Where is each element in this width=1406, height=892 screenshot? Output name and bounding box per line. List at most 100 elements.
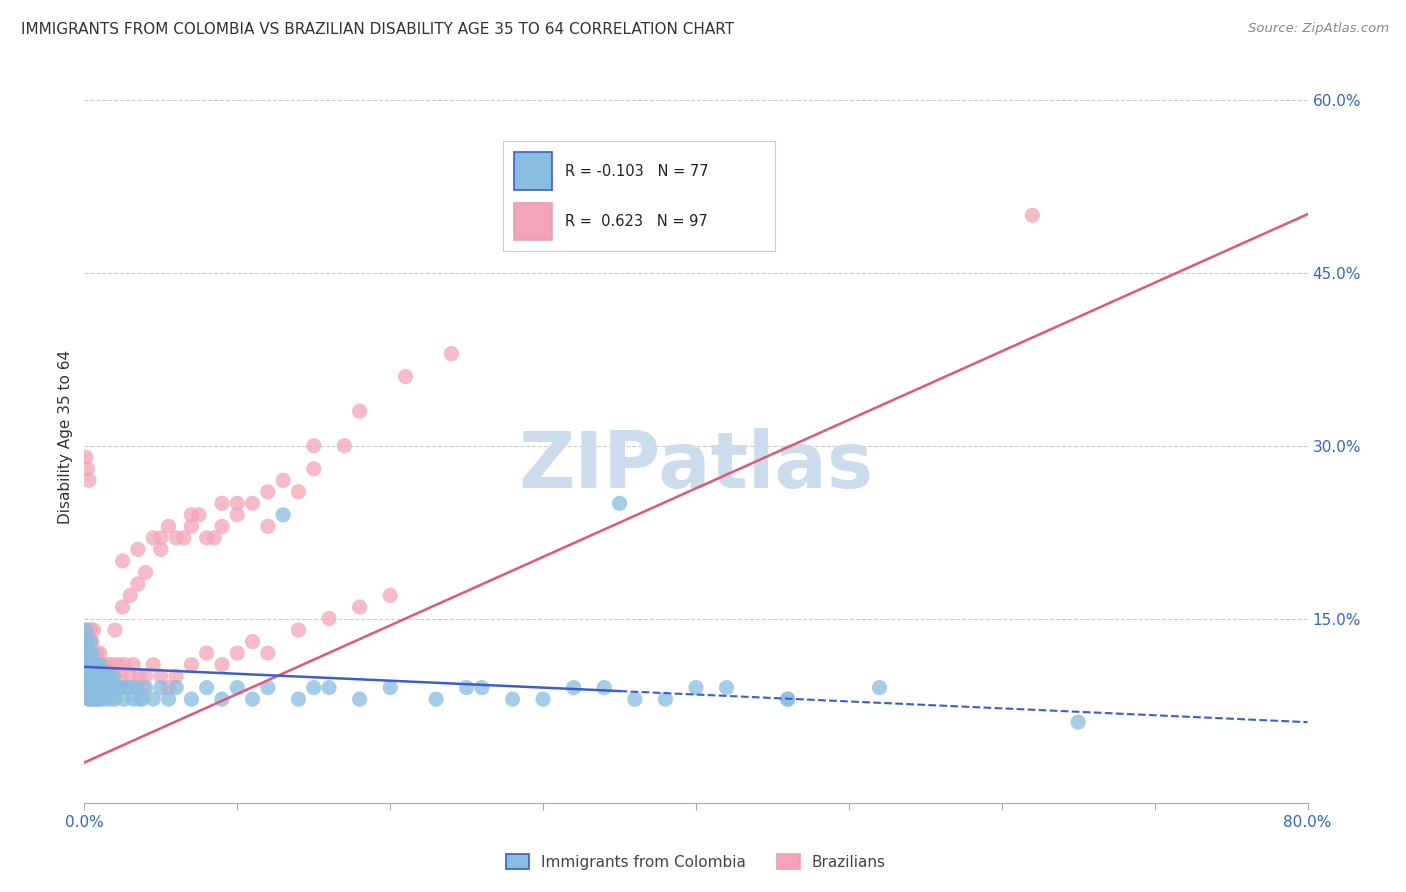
Point	[349, 404, 371, 418]
Point	[101, 681, 124, 695]
Point	[87, 669, 110, 683]
Point	[91, 657, 114, 672]
Point	[98, 692, 121, 706]
Point	[287, 484, 309, 499]
Point	[127, 542, 149, 557]
Point	[79, 623, 101, 637]
Point	[318, 681, 340, 695]
Point	[75, 450, 97, 465]
Point	[502, 692, 524, 706]
Point	[149, 669, 172, 683]
Point	[226, 508, 249, 522]
Point	[180, 508, 202, 522]
Point	[271, 473, 294, 487]
Point	[76, 657, 98, 672]
Point	[195, 531, 218, 545]
Point	[869, 681, 891, 695]
Point	[142, 657, 165, 672]
Point	[128, 669, 150, 683]
Point	[94, 692, 117, 706]
Point	[135, 566, 157, 580]
Point	[101, 657, 124, 672]
Point	[135, 669, 157, 683]
Point	[257, 519, 280, 533]
Point	[333, 439, 356, 453]
Point	[131, 692, 153, 706]
Point	[257, 646, 280, 660]
Point	[86, 681, 108, 695]
Point	[86, 681, 108, 695]
Point	[226, 646, 249, 660]
Point	[349, 599, 371, 614]
Point	[79, 634, 101, 648]
Point	[471, 681, 494, 695]
Point	[173, 531, 195, 545]
Point	[195, 681, 218, 695]
Point	[83, 681, 105, 695]
Point	[89, 681, 111, 695]
Point	[226, 496, 249, 510]
Point	[112, 692, 135, 706]
Point	[242, 496, 264, 510]
Point	[242, 692, 264, 706]
Point	[77, 646, 100, 660]
Point	[77, 473, 100, 487]
Point	[142, 692, 165, 706]
Point	[257, 681, 280, 695]
Point	[149, 531, 172, 545]
Point	[120, 681, 142, 695]
Point	[776, 692, 799, 706]
Point	[75, 646, 97, 660]
Point	[76, 681, 98, 695]
Point	[165, 531, 187, 545]
Point	[1021, 208, 1043, 222]
Point	[287, 623, 309, 637]
Point	[593, 681, 616, 695]
Point	[86, 646, 108, 660]
Point	[86, 657, 108, 672]
Point	[76, 634, 98, 648]
Point	[76, 462, 98, 476]
Point	[202, 531, 225, 545]
Point	[76, 681, 98, 695]
FancyBboxPatch shape	[513, 153, 551, 190]
Point	[93, 669, 115, 683]
Point	[180, 692, 202, 706]
Point	[89, 681, 111, 695]
Point	[110, 681, 132, 695]
Point	[112, 657, 135, 672]
Text: R = -0.103   N = 77: R = -0.103 N = 77	[565, 163, 709, 178]
Point	[84, 692, 107, 706]
Legend: Immigrants from Colombia, Brazilians: Immigrants from Colombia, Brazilians	[501, 847, 891, 876]
Point	[380, 589, 402, 603]
Point	[128, 692, 150, 706]
Point	[90, 692, 112, 706]
Point	[89, 646, 111, 660]
Point	[562, 681, 585, 695]
Point	[79, 681, 101, 695]
Point	[302, 439, 325, 453]
Point	[157, 519, 180, 533]
Point	[716, 681, 738, 695]
Point	[84, 669, 107, 683]
Point	[104, 692, 127, 706]
Point	[87, 692, 110, 706]
Point	[122, 657, 145, 672]
Point	[76, 634, 98, 648]
Point	[79, 657, 101, 672]
Point	[93, 669, 115, 683]
Point	[83, 623, 105, 637]
Point	[77, 669, 100, 683]
Point	[94, 681, 117, 695]
Point	[226, 681, 249, 695]
Point	[380, 681, 402, 695]
FancyBboxPatch shape	[513, 202, 551, 240]
Point	[77, 646, 100, 660]
Point	[80, 692, 103, 706]
Point	[157, 681, 180, 695]
Point	[654, 692, 676, 706]
Point	[115, 681, 138, 695]
Point	[110, 669, 132, 683]
Point	[111, 554, 134, 568]
Point	[75, 623, 97, 637]
